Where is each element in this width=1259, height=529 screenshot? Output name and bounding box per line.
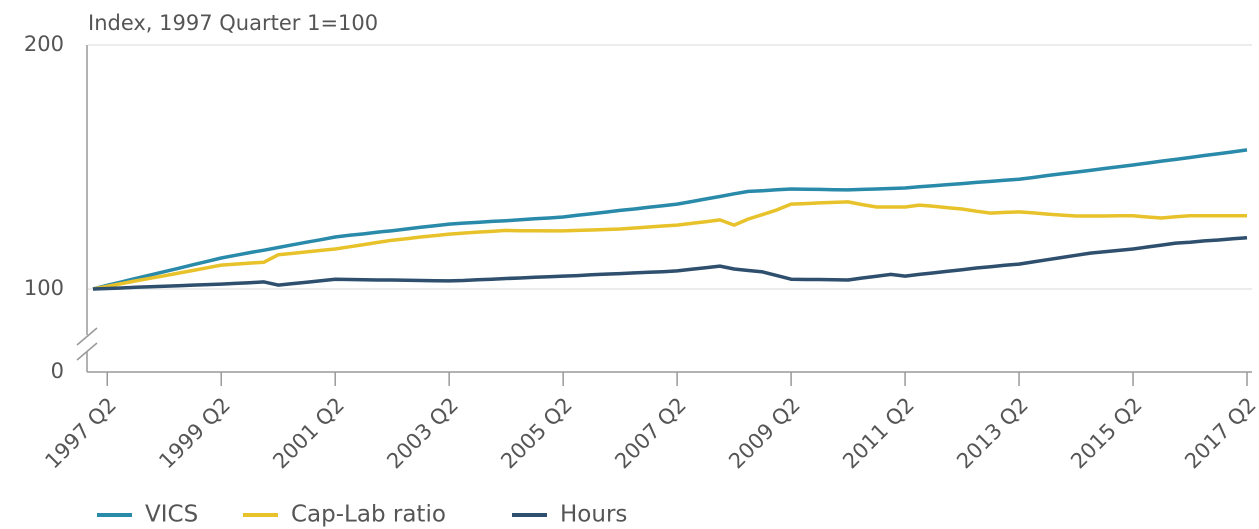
x-tick-label: 2009 Q2 [724,393,805,474]
line-series [92,148,1248,291]
x-tick-label: 2003 Q2 [382,393,463,474]
x-tick-label: 2015 Q2 [1066,393,1147,474]
x-tick-label: 1997 Q2 [40,393,121,474]
line-series [92,200,1247,291]
x-tick-label: 1999 Q2 [154,393,235,474]
y-tick-label: 200 [24,32,64,56]
axis-break [76,327,98,346]
x-tick-label: 2013 Q2 [952,393,1033,474]
axis-break [76,342,98,361]
legend-label: Hours [560,502,627,528]
x-tick-label: 2005 Q2 [496,393,577,474]
y-tick-label: 100 [24,276,64,300]
x-tick-label: 2011 Q2 [838,393,919,474]
line-series [92,236,1248,291]
x-tick-label: 2007 Q2 [610,393,691,474]
x-tick-label: 2001 Q2 [268,393,349,474]
y-axis-label: Index, 1997 Quarter 1=100 [88,11,378,35]
x-tick-label: 2017 Q2 [1180,393,1259,474]
legend-label: Cap-Lab ratio [291,502,446,528]
y-tick-label: 0 [51,359,64,383]
legend-label: VICS [145,502,198,528]
